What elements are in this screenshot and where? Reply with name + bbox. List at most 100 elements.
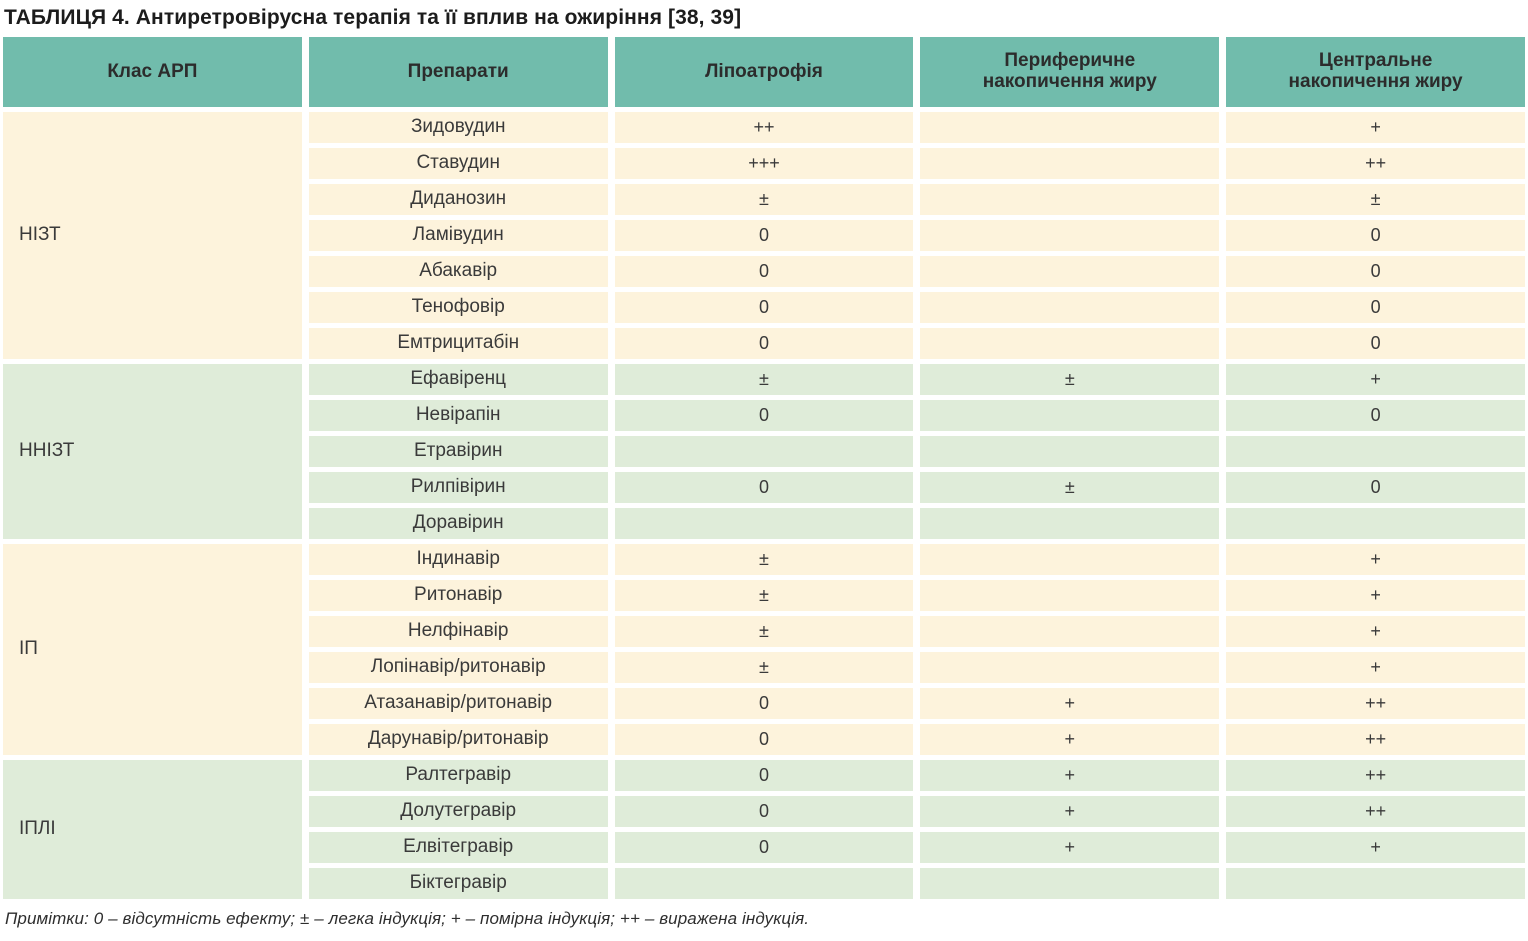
peripheral-fat-cell: + [920,724,1220,755]
drug-cell: Долутегравір [308,796,608,827]
central-fat-cell: + [1226,580,1525,611]
peripheral-fat-cell [920,148,1220,179]
peripheral-fat-cell [920,256,1220,287]
central-fat-cell: 0 [1226,256,1525,287]
central-fat-cell [1226,868,1525,899]
drug-cell: Елвітегравір [308,832,608,863]
central-fat-cell: ++ [1226,688,1525,719]
drug-cell: Рилпівірин [308,472,608,503]
arv-class-cell: НІЗТ [3,112,302,359]
central-fat-cell: ++ [1226,760,1525,791]
lipoatrophy-cell [614,436,914,467]
peripheral-fat-cell [920,508,1220,539]
central-fat-cell: 0 [1226,328,1525,359]
central-fat-cell: + [1226,832,1525,863]
central-fat-cell: + [1226,112,1525,143]
arv-class-cell: ІП [3,544,302,755]
drug-cell: Зидовудин [308,112,608,143]
central-fat-cell: 0 [1226,472,1525,503]
central-fat-cell: + [1226,544,1525,575]
lipoatrophy-cell: 0 [614,328,914,359]
central-fat-cell: + [1226,616,1525,647]
peripheral-fat-cell [920,112,1220,143]
peripheral-fat-cell: + [920,760,1220,791]
central-fat-cell: ++ [1226,724,1525,755]
drug-cell: Етравірин [308,436,608,467]
central-fat-cell: ± [1226,184,1525,215]
peripheral-fat-cell: + [920,796,1220,827]
drug-cell: Дарунавір/ритонавір [308,724,608,755]
drug-cell: Ралтегравір [308,760,608,791]
peripheral-fat-cell [920,544,1220,575]
arv-class-cell: ННІЗТ [3,364,302,539]
drug-cell: Невірапін [308,400,608,431]
drug-cell: Ефавіренц [308,364,608,395]
lipoatrophy-cell: 0 [614,256,914,287]
lipoatrophy-cell: 0 [614,724,914,755]
arv-table: Клас АРП Препарати Ліпоатрофія Периферич… [3,37,1525,899]
central-fat-cell: ++ [1226,796,1525,827]
column-header-lipoatrophy: Ліпоатрофія [614,37,914,107]
peripheral-fat-cell [920,652,1220,683]
lipoatrophy-cell: 0 [614,472,914,503]
central-fat-cell [1226,436,1525,467]
lipoatrophy-cell: ± [614,184,914,215]
lipoatrophy-cell [614,508,914,539]
peripheral-fat-cell: ± [920,364,1220,395]
arv-class-cell: ІПЛІ [3,760,302,899]
lipoatrophy-cell: 0 [614,400,914,431]
peripheral-fat-cell [920,328,1220,359]
peripheral-fat-cell [920,292,1220,323]
column-header-arv-class: Клас АРП [3,37,302,107]
central-fat-cell: 0 [1226,220,1525,251]
table-title: ТАБЛИЦЯ 4. Антиретровірусна терапія та ї… [4,6,742,29]
drug-cell: Біктегравір [308,868,608,899]
peripheral-fat-cell [920,400,1220,431]
peripheral-fat-cell [920,184,1220,215]
lipoatrophy-cell: 0 [614,760,914,791]
lipoatrophy-cell: ± [614,544,914,575]
drug-cell: Лопінавір/ритонавір [308,652,608,683]
drug-cell: Емтрицитабін [308,328,608,359]
peripheral-fat-cell [920,868,1220,899]
column-header-peripheral-fat: Периферичне накопичення жиру [920,37,1220,107]
peripheral-fat-cell [920,220,1220,251]
central-fat-cell: 0 [1226,400,1525,431]
lipoatrophy-cell: 0 [614,220,914,251]
lipoatrophy-cell: ± [614,652,914,683]
lipoatrophy-cell: 0 [614,796,914,827]
central-fat-cell: + [1226,364,1525,395]
lipoatrophy-cell: ± [614,580,914,611]
central-fat-cell: ++ [1226,148,1525,179]
lipoatrophy-cell [614,868,914,899]
drug-cell: Диданозин [308,184,608,215]
peripheral-fat-cell [920,436,1220,467]
peripheral-fat-cell: + [920,688,1220,719]
peripheral-fat-cell [920,616,1220,647]
drug-cell: Абакавір [308,256,608,287]
drug-cell: Ламівудин [308,220,608,251]
drug-cell: Ритонавір [308,580,608,611]
column-header-drugs: Препарати [308,37,608,107]
lipoatrophy-cell: 0 [614,832,914,863]
drug-cell: Доравірин [308,508,608,539]
drug-cell: Ставудин [308,148,608,179]
peripheral-fat-cell: ± [920,472,1220,503]
drug-cell: Нелфінавір [308,616,608,647]
lipoatrophy-cell: +++ [614,148,914,179]
peripheral-fat-cell: + [920,832,1220,863]
central-fat-cell: 0 [1226,292,1525,323]
central-fat-cell [1226,508,1525,539]
lipoatrophy-cell: ± [614,616,914,647]
lipoatrophy-cell: 0 [614,688,914,719]
lipoatrophy-cell: 0 [614,292,914,323]
column-header-central-fat: Центральне накопичення жиру [1226,37,1525,107]
drug-cell: Тенофовір [308,292,608,323]
peripheral-fat-cell [920,580,1220,611]
central-fat-cell: + [1226,652,1525,683]
lipoatrophy-cell: ± [614,364,914,395]
drug-cell: Індинавір [308,544,608,575]
footnote: Примітки: 0 – відсутність ефекту; ± – ле… [5,909,810,928]
lipoatrophy-cell: ++ [614,112,914,143]
